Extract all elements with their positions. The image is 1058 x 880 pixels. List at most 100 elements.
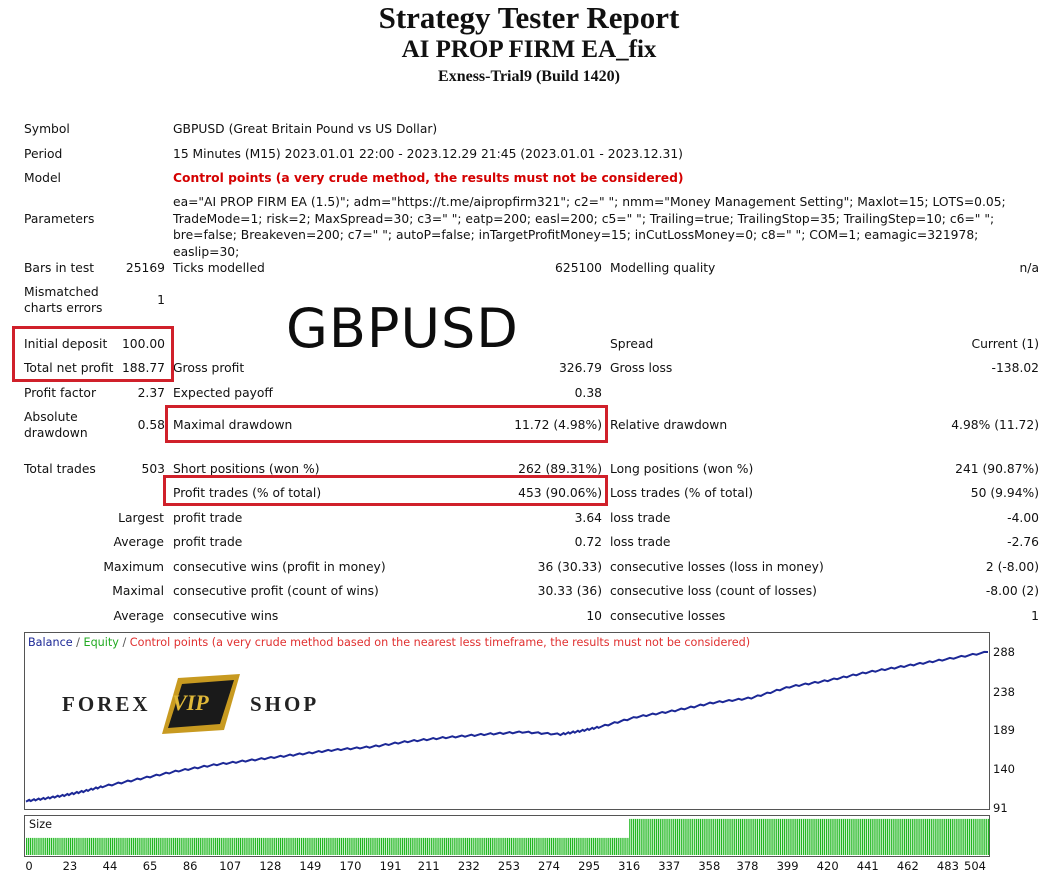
size-bar — [205, 837, 207, 855]
size-bar — [612, 837, 614, 855]
size-bar — [491, 837, 493, 855]
size-bar — [419, 837, 421, 855]
average-profit-label: profit trade — [173, 535, 243, 549]
size-bar — [155, 837, 157, 855]
size-bar — [71, 837, 73, 855]
size-bar — [886, 818, 888, 855]
size-bar — [640, 818, 642, 855]
size-bar — [356, 837, 358, 855]
size-bar — [800, 818, 803, 855]
size-bar — [325, 837, 327, 855]
size-bar — [43, 837, 45, 855]
size-bar — [318, 837, 320, 855]
max-cons-wins-value: 36 (30.33) — [537, 560, 602, 574]
size-bar — [545, 837, 547, 855]
size-bar — [455, 837, 457, 855]
size-bar — [508, 837, 511, 855]
size-bar — [169, 837, 171, 855]
size-bar — [226, 837, 228, 855]
size-bar — [980, 818, 982, 855]
size-bar — [844, 818, 846, 855]
size-bar — [720, 818, 722, 855]
size-bar — [342, 837, 344, 855]
size-bar — [711, 818, 713, 855]
size-bar — [753, 818, 755, 855]
size-bar — [31, 837, 33, 855]
bars-label: Bars in test — [24, 261, 95, 275]
size-bar — [409, 837, 411, 855]
size-bar — [631, 818, 633, 855]
size-bar — [52, 837, 54, 855]
size-bar — [751, 818, 753, 855]
size-bar — [520, 837, 522, 855]
size-bar — [923, 818, 925, 855]
size-bar — [29, 837, 31, 855]
x-tick-label: 462 — [896, 859, 919, 873]
trades-label: Total trades — [24, 462, 96, 476]
y-tick-label: 189 — [993, 723, 1015, 738]
size-bar — [550, 837, 553, 855]
size-bar — [783, 818, 785, 855]
size-bar — [360, 837, 362, 855]
size-bar — [258, 837, 261, 855]
size-bar — [436, 837, 438, 855]
size-bar — [835, 818, 837, 855]
pf-label: Profit factor — [24, 386, 97, 400]
size-bar — [701, 818, 703, 855]
spread-label: Spread — [610, 337, 654, 351]
size-bar — [736, 818, 738, 855]
size-bar — [402, 837, 404, 855]
size-bar — [621, 837, 623, 855]
size-bar — [152, 837, 154, 855]
size-bar — [539, 837, 541, 855]
size-bar — [949, 818, 951, 855]
size-bar — [54, 837, 56, 855]
size-bar — [323, 837, 325, 855]
highlight-box-profit-trades — [163, 475, 608, 506]
size-bar — [468, 837, 470, 855]
size-bar — [241, 837, 243, 855]
size-bar — [648, 818, 650, 855]
size-bar — [890, 818, 892, 855]
deposit-value: 100.00 — [121, 337, 165, 351]
size-bar — [789, 818, 791, 855]
size-bar — [398, 837, 400, 855]
size-bar — [965, 818, 967, 855]
size-bar — [713, 818, 715, 855]
period-label: Period — [24, 147, 63, 161]
size-bar — [218, 837, 220, 855]
size-bar — [881, 818, 883, 855]
size-bar — [799, 818, 801, 855]
size-bar — [45, 837, 47, 855]
size-bar — [354, 837, 356, 855]
size-bar — [363, 837, 365, 855]
size-bar — [634, 818, 637, 855]
legend-control-points: Control points (a very crude method base… — [129, 636, 751, 649]
x-tick-label: 399 — [776, 859, 799, 873]
size-bar — [411, 837, 413, 855]
size-bar — [942, 818, 944, 855]
bars-value: 25169 — [125, 261, 165, 275]
size-bar — [613, 837, 616, 855]
x-tick-label: 337 — [658, 859, 681, 873]
size-bar — [697, 818, 700, 855]
size-bar — [512, 837, 514, 855]
size-bar — [314, 837, 316, 855]
size-bar — [197, 837, 199, 855]
size-bar — [909, 818, 911, 855]
size-bar — [642, 818, 644, 855]
size-bar — [127, 837, 129, 855]
size-bar — [858, 818, 860, 855]
size-bar — [157, 837, 159, 855]
quality-value: n/a — [1019, 261, 1039, 275]
size-bar — [85, 837, 87, 855]
size-bar — [963, 818, 965, 855]
size-bar — [79, 837, 81, 855]
size-bar — [434, 837, 436, 855]
size-bar — [144, 837, 146, 855]
size-bar — [209, 837, 211, 855]
size-bar — [255, 837, 257, 855]
size-bar — [842, 818, 845, 855]
size-bar — [972, 818, 974, 855]
average-loss-value: -2.76 — [1007, 535, 1039, 549]
